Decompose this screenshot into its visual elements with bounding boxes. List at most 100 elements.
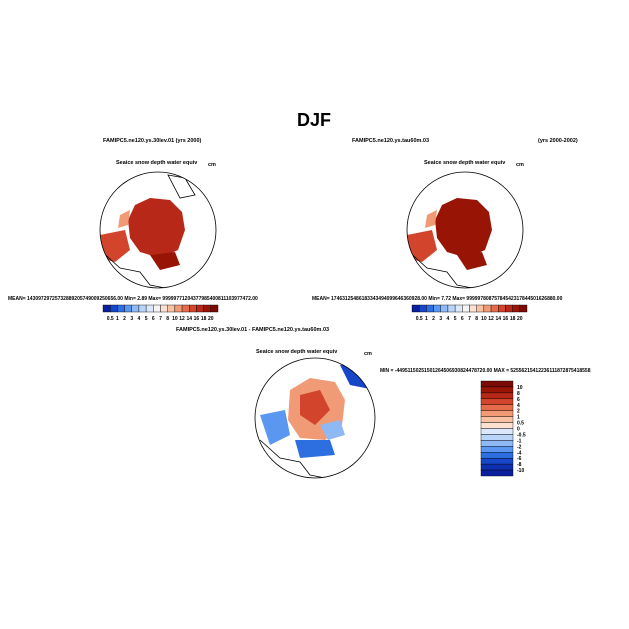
colorbar-box xyxy=(480,380,514,388)
colorbar-label: -1 xyxy=(517,438,522,444)
colorbar-box xyxy=(490,304,499,313)
colorbar-label: 2 xyxy=(517,409,520,415)
colorbar-label: 1 xyxy=(116,316,119,322)
colorbar-label: 16 xyxy=(503,316,509,322)
stats: MEAN= 17463125486183343494099646360928.0… xyxy=(312,296,563,302)
colorbar-label: -10 xyxy=(517,468,524,474)
colorbar: 0.5 1 2 3 4 5 6 7 8 10 12 14 16 18 20 xyxy=(411,304,528,322)
colorbar-label: 14 xyxy=(186,316,192,322)
map-boundary xyxy=(99,171,217,289)
colorbar-label: -0.5 xyxy=(517,432,526,438)
colorbar-label: 16 xyxy=(194,316,200,322)
colorbar-box xyxy=(480,440,514,447)
colorbar-box xyxy=(131,304,140,313)
colorbar-box xyxy=(411,304,420,313)
colorbar-box xyxy=(480,410,514,417)
colorbar-box xyxy=(480,469,514,477)
colorbar-box xyxy=(480,416,514,423)
colorbar-label: 5 xyxy=(145,316,148,322)
colorbar-box xyxy=(480,463,514,471)
colorbar-box xyxy=(480,452,514,459)
map xyxy=(100,174,196,288)
colorbar-label: -6 xyxy=(517,456,522,462)
colorbar-label: 18 xyxy=(510,316,516,322)
colorbar-box xyxy=(109,304,118,313)
colorbar-label: 20 xyxy=(517,316,523,322)
colorbar-box xyxy=(174,304,183,313)
map-boundary xyxy=(406,171,524,289)
colorbar-label: 6 xyxy=(461,316,464,322)
colorbar-box xyxy=(505,304,513,313)
colorbar-box xyxy=(480,386,514,394)
colorbar-box xyxy=(160,304,168,313)
colorbar-label: 4 xyxy=(517,403,520,409)
colorbar-label: 1 xyxy=(517,415,520,421)
colorbar-box xyxy=(196,304,204,313)
colorbar-box xyxy=(480,422,514,429)
colorbar-label: -8 xyxy=(517,462,522,468)
colorbar-box xyxy=(480,392,514,400)
colorbar-box xyxy=(480,398,514,405)
colorbar-label: 7 xyxy=(468,316,471,322)
colorbar-label: 10 xyxy=(481,316,487,322)
colorbar-label: 2 xyxy=(123,316,126,322)
colorbar-label: 1 xyxy=(425,316,428,322)
colorbar-label: 3 xyxy=(130,316,133,322)
colorbar-box xyxy=(447,304,456,313)
colorbar-box xyxy=(203,304,212,313)
colorbar-label: 18 xyxy=(201,316,207,322)
colorbar-label: 10 xyxy=(172,316,178,322)
colorbar-label: 8 xyxy=(166,316,169,322)
colorbar-box xyxy=(418,304,427,313)
colorbar-box xyxy=(189,304,197,313)
colorbar-label: 12 xyxy=(179,316,185,322)
colorbar-box xyxy=(153,304,161,313)
colorbar-label: 20 xyxy=(208,316,214,322)
case-title: FAMIPC5.ne120.ys.30lev.01 - FAMIPC5.ne12… xyxy=(176,327,329,333)
colorbar-box xyxy=(167,304,176,313)
variable-title: Seaice snow depth water equiv xyxy=(424,160,506,166)
colorbar-label: 8 xyxy=(475,316,478,322)
figure-title: DJF xyxy=(297,110,331,130)
units: cm xyxy=(208,162,216,168)
colorbar-label: 7 xyxy=(159,316,162,322)
colorbar-label: 0.5 xyxy=(107,316,114,322)
colorbar-box xyxy=(145,304,154,313)
colorbar-box xyxy=(102,304,111,313)
colorbar-label: 5 xyxy=(454,316,457,322)
colorbar-box xyxy=(181,304,190,313)
colorbar-box xyxy=(498,304,506,313)
colorbar-label: 0.5 xyxy=(416,316,423,322)
colorbar-label: 2 xyxy=(432,316,435,322)
colorbar-box xyxy=(469,304,477,313)
case-title: FAMIPC5.ne120.ys.30lev.01 (yrs 2000) xyxy=(103,138,202,144)
units: cm xyxy=(516,162,524,168)
units: cm xyxy=(364,351,372,357)
years: (yrs 2000-2002) xyxy=(538,138,578,144)
colorbar-label: 4 xyxy=(447,316,450,322)
colorbar-box xyxy=(124,304,132,313)
colorbar-box xyxy=(462,304,470,313)
case-title: FAMIPC5.ne120.ys.tau60m.03 xyxy=(352,138,429,144)
variable-title: Seaice snow depth water equiv xyxy=(116,160,198,166)
colorbar-box xyxy=(480,434,514,441)
colorbar-box xyxy=(117,304,125,313)
colorbar-label: 6 xyxy=(152,316,155,322)
colorbar-label: 6 xyxy=(517,397,520,403)
map xyxy=(259,362,375,478)
colorbar-box xyxy=(512,304,521,313)
colorbar-box xyxy=(480,457,514,465)
colorbar-label: -4 xyxy=(517,450,522,456)
colorbar-box xyxy=(480,404,514,411)
colorbar-label: 10 xyxy=(517,385,523,391)
colorbar-box xyxy=(454,304,463,313)
colorbar-label: 14 xyxy=(495,316,501,322)
colorbar-box xyxy=(210,304,219,313)
colorbar-box xyxy=(480,428,514,435)
map-boundary xyxy=(254,357,376,479)
colorbar-label: 0 xyxy=(517,427,520,433)
colorbar-label: 4 xyxy=(138,316,141,322)
stats: MEAN= 14309729725732889205749009250656.0… xyxy=(8,296,258,302)
